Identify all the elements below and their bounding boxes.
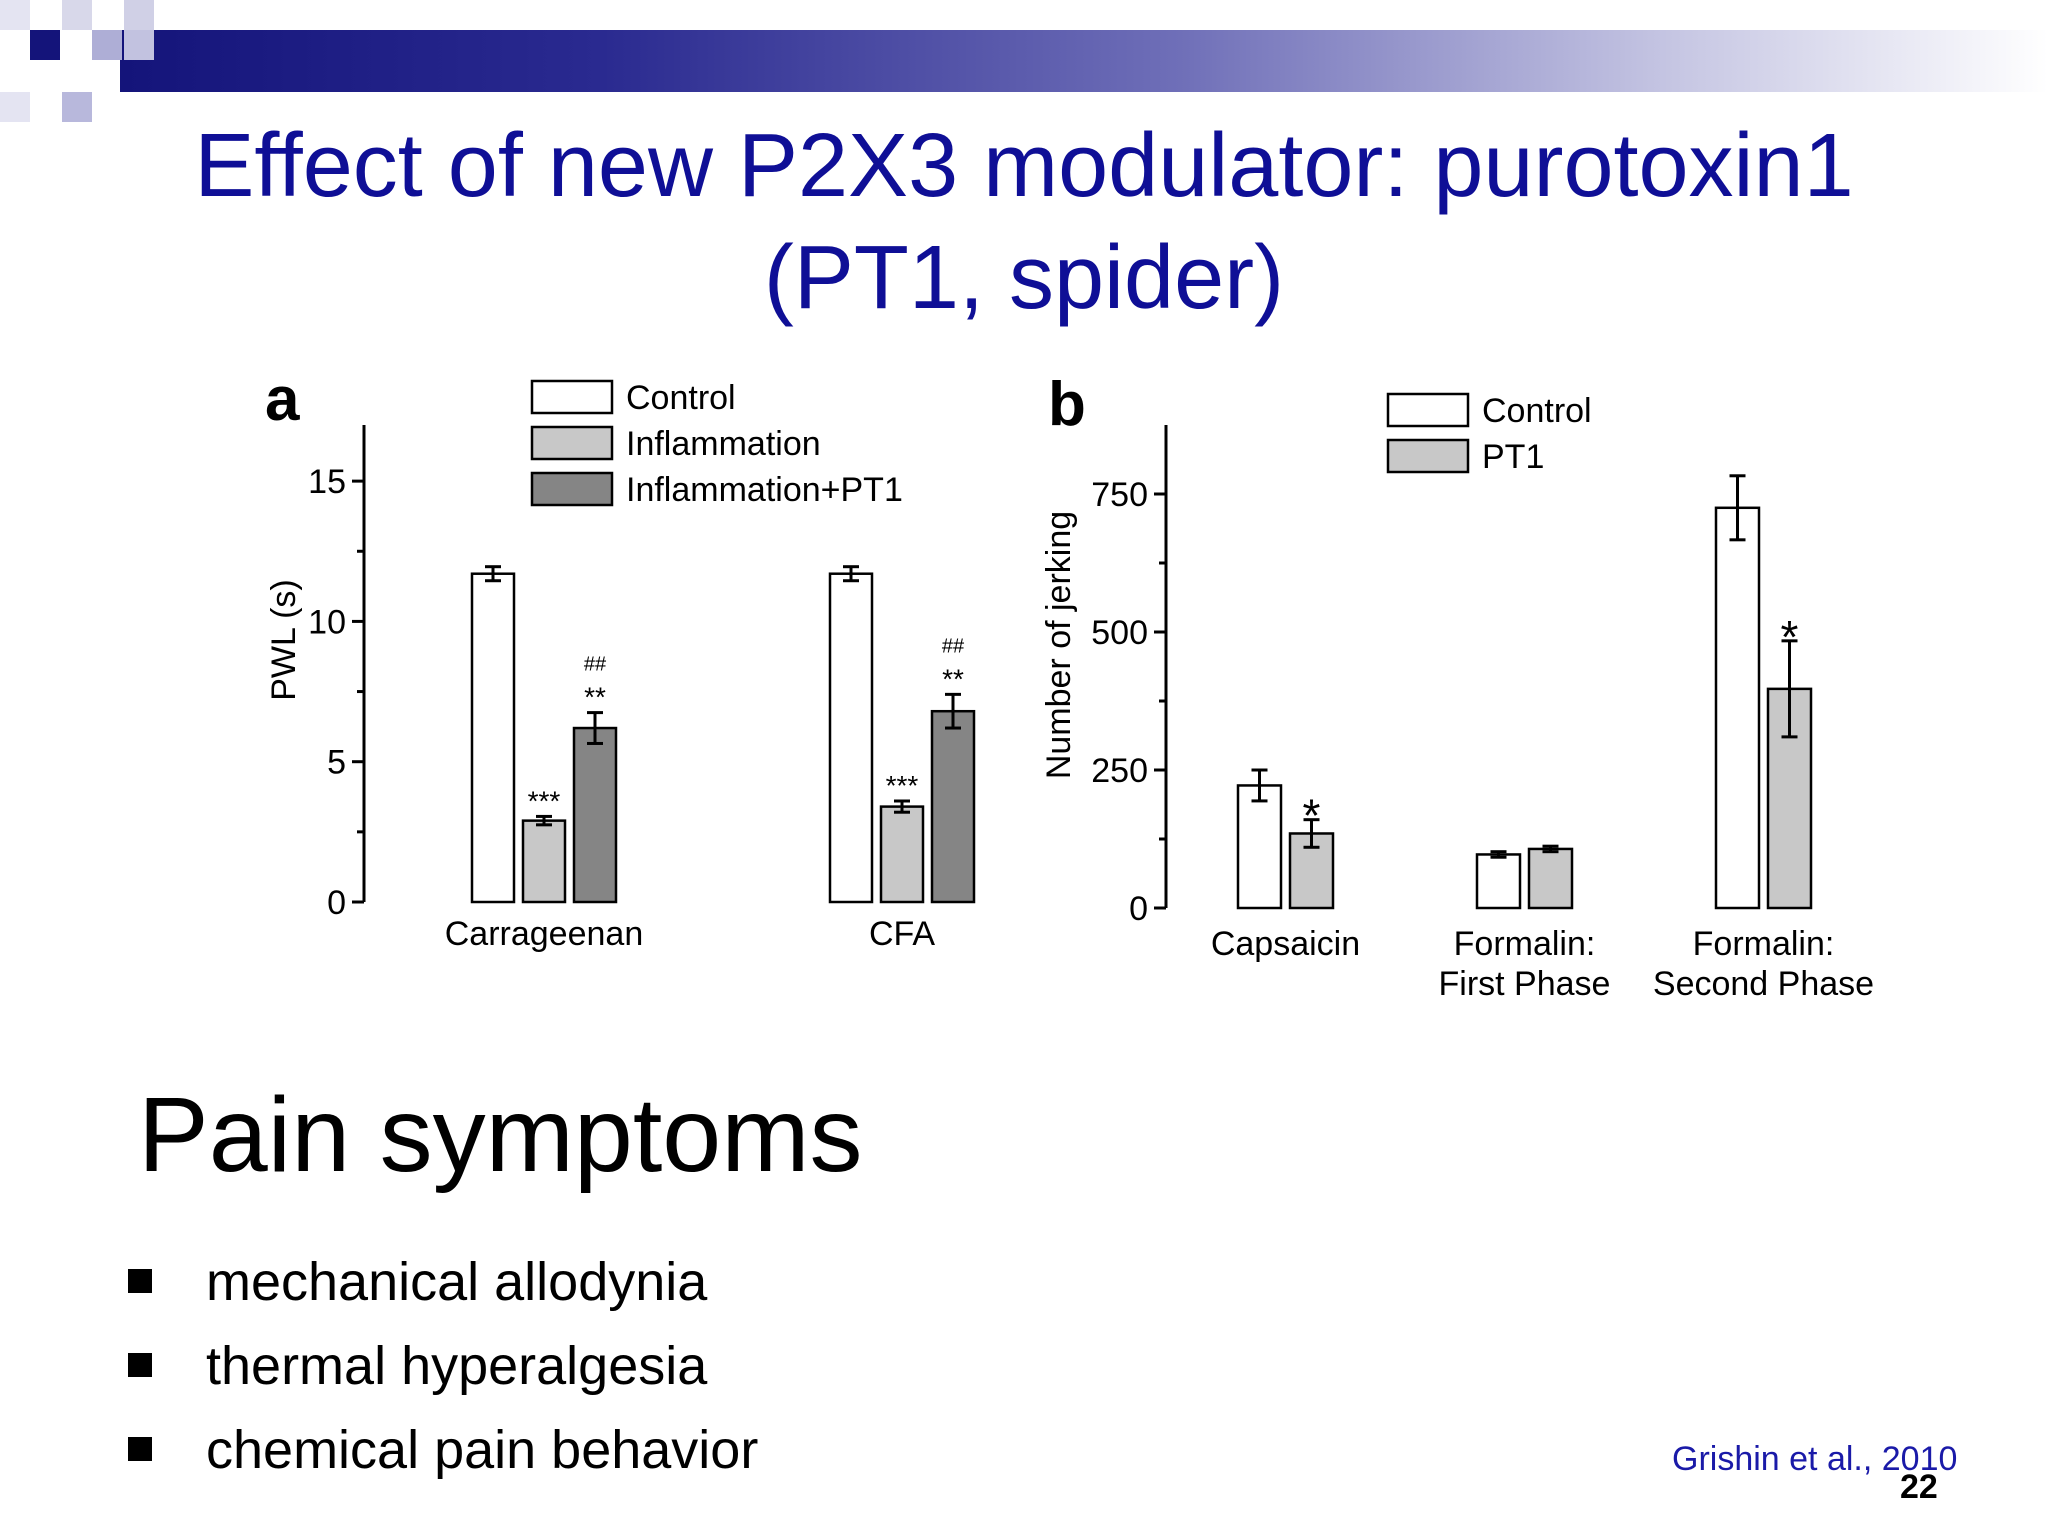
header-square-mid-2 xyxy=(124,30,154,60)
category-label: Formalin: xyxy=(1693,925,1835,963)
significance-marker: ## xyxy=(584,654,607,676)
bar xyxy=(1475,853,1522,910)
header-square-light-3 xyxy=(62,0,92,30)
legend-label: Inflammation+PT1 xyxy=(626,471,903,509)
slide-title-line-1: Effect of new P2X3 modulator: purotoxin1 xyxy=(194,116,1854,216)
category-label: Capsaicin xyxy=(1211,925,1360,963)
significance-marker: ** xyxy=(942,663,964,694)
panel-label: a xyxy=(265,365,300,434)
header-square-mid-3 xyxy=(62,92,92,122)
bullet-text: mechanical allodynia xyxy=(206,1252,708,1312)
bar xyxy=(1527,847,1574,910)
section-heading: Pain symptoms xyxy=(138,1076,863,1194)
y-axis-title: PWL (s) xyxy=(265,579,303,701)
square-bullet-icon xyxy=(128,1353,152,1377)
legend-label: Inflammation xyxy=(626,425,821,463)
bar xyxy=(828,572,874,904)
bullet-item: mechanical allodynia xyxy=(128,1240,758,1324)
legend-label: PT1 xyxy=(1482,438,1544,476)
bar xyxy=(572,726,618,904)
bar xyxy=(1714,506,1761,910)
bullet-item: thermal hyperalgesia xyxy=(128,1324,758,1408)
bullet-text: chemical pain behavior xyxy=(206,1420,759,1480)
slide-title: Effect of new P2X3 modulator: purotoxin1… xyxy=(0,110,2048,334)
y-tick-label: 250 xyxy=(1091,752,1148,790)
panel-label: b xyxy=(1048,370,1086,439)
bar xyxy=(470,572,516,904)
bar xyxy=(521,819,567,904)
bar xyxy=(879,805,925,904)
header-square-light-2 xyxy=(30,0,60,30)
category-label: Second Phase xyxy=(1653,965,1874,1003)
category-label: Formalin: xyxy=(1454,925,1596,963)
y-tick-label: 750 xyxy=(1091,476,1148,514)
header-square-light-5 xyxy=(0,92,30,122)
square-bullet-icon xyxy=(128,1269,152,1293)
header-square-mid-1 xyxy=(92,30,122,60)
significance-marker: *** xyxy=(528,785,561,816)
y-tick-label: 10 xyxy=(308,603,346,641)
y-tick-label: 0 xyxy=(327,884,346,922)
header-square-light-4 xyxy=(124,0,154,30)
category-label: CFA xyxy=(869,915,935,953)
legend-swatch xyxy=(530,471,614,507)
y-tick-label: 15 xyxy=(308,463,346,501)
page-number: 22 xyxy=(1900,1468,1938,1506)
legend-label: Control xyxy=(1482,392,1592,430)
y-tick-label: 500 xyxy=(1091,614,1148,652)
header-square-dark xyxy=(30,30,60,60)
category-label: First Phase xyxy=(1439,965,1611,1003)
legend-swatch xyxy=(530,379,614,415)
bar xyxy=(930,709,976,904)
header-banner xyxy=(120,30,2048,92)
square-bullet-icon xyxy=(128,1437,152,1461)
legend-swatch xyxy=(1386,438,1470,474)
slide-title-line-2: (PT1, spider) xyxy=(763,228,1285,328)
legend-swatch xyxy=(1386,392,1470,428)
header-square-light-1 xyxy=(0,0,30,30)
significance-marker: ## xyxy=(942,635,965,657)
bullet-item: chemical pain behavior xyxy=(128,1408,758,1492)
significance-marker: * xyxy=(1303,790,1321,842)
citation-link[interactable]: Grishin et al., 2010 xyxy=(1672,1440,1958,1478)
legend-swatch xyxy=(530,425,614,461)
bullet-list: mechanical allodynia thermal hyperalgesi… xyxy=(128,1240,758,1492)
y-tick-label: 0 xyxy=(1129,890,1148,928)
significance-marker: * xyxy=(1781,611,1799,663)
category-label: Carrageenan xyxy=(445,915,643,953)
legend-label: Control xyxy=(626,379,736,417)
y-tick-label: 5 xyxy=(327,744,346,782)
y-axis-title: Number of jerking xyxy=(1040,511,1078,779)
bullet-text: thermal hyperalgesia xyxy=(206,1336,708,1396)
significance-marker: ** xyxy=(584,682,606,713)
significance-marker: *** xyxy=(886,770,919,801)
bar xyxy=(1236,784,1283,910)
